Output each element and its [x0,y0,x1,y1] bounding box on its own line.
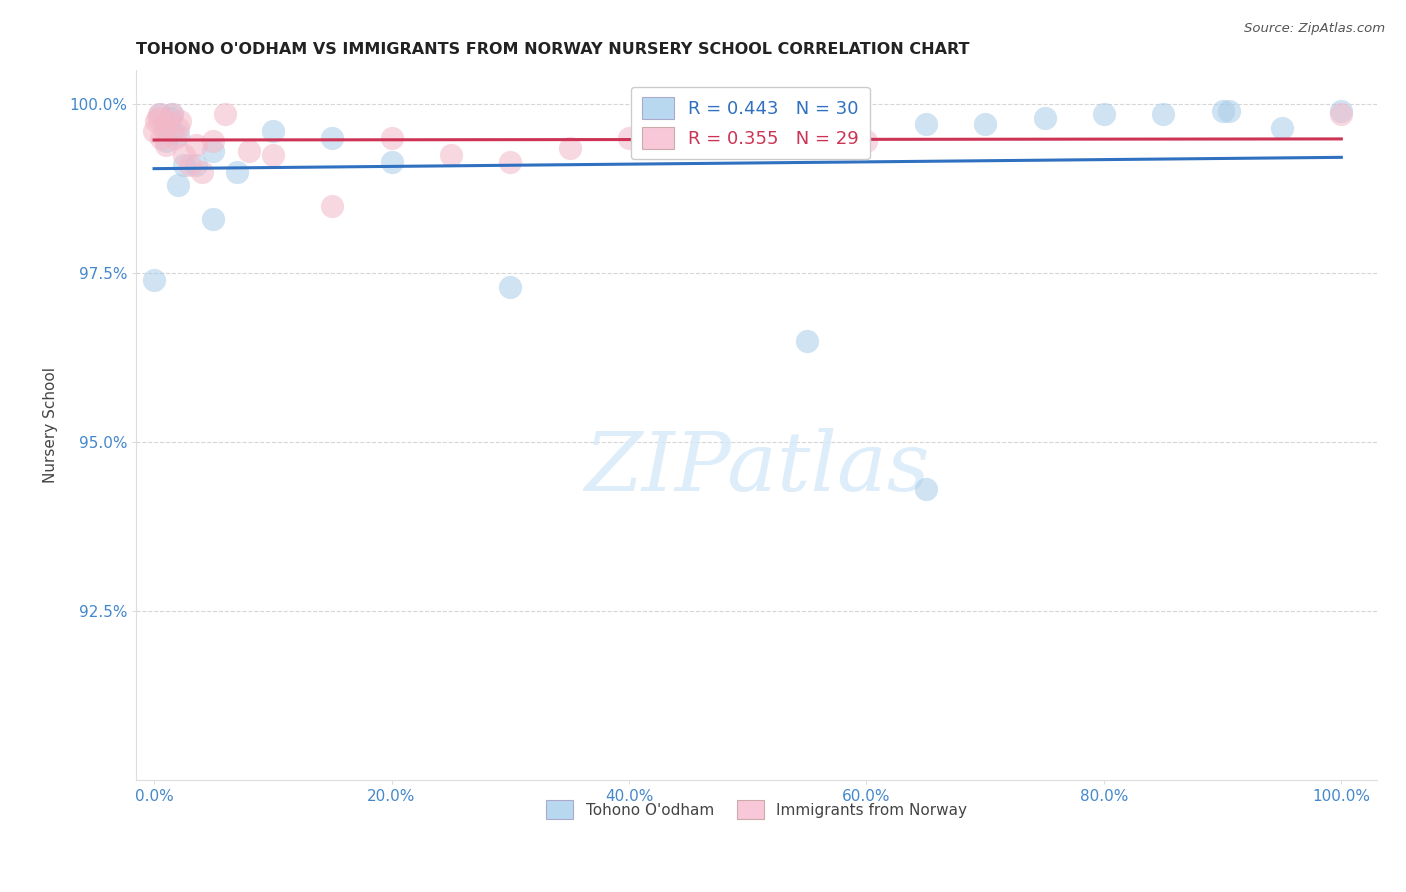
Point [974,118,997,132]
Point [160,124,183,138]
Point [855,134,877,148]
Point [321,198,343,212]
Point [737,131,759,145]
Point [155,137,177,152]
Point [173,158,195,172]
Point [1033,111,1056,125]
Point [226,165,249,179]
Point [149,107,172,121]
Point [143,124,166,138]
Y-axis label: Nursery School: Nursery School [44,367,58,483]
Point [796,118,818,132]
Point [202,212,225,227]
Point [166,128,188,142]
Point [143,273,166,287]
Point [152,120,174,135]
Point [150,131,173,145]
Point [1092,107,1115,121]
Point [157,114,180,128]
Point [238,145,260,159]
Point [190,165,212,179]
Point [499,154,522,169]
Point [155,118,177,132]
Point [169,114,191,128]
Point [380,154,402,169]
Point [914,118,936,132]
Point [262,148,284,162]
Point [184,137,207,152]
Point [202,145,225,159]
Point [184,158,207,172]
Text: ZIPatlas: ZIPatlas [583,427,929,508]
Point [914,482,936,496]
Point [166,178,188,193]
Point [179,158,201,172]
Point [1271,120,1294,135]
Legend: Tohono O'odham, Immigrants from Norway: Tohono O'odham, Immigrants from Norway [540,794,973,825]
Point [214,107,236,121]
Text: TOHONO O'ODHAM VS IMMIGRANTS FROM NORWAY NURSERY SCHOOL CORRELATION CHART: TOHONO O'ODHAM VS IMMIGRANTS FROM NORWAY… [136,42,970,57]
Point [262,124,284,138]
Point [380,131,402,145]
Point [796,334,818,348]
Point [166,120,188,135]
Point [159,111,181,125]
Point [202,134,225,148]
Point [321,131,343,145]
Point [165,131,187,145]
Text: Source: ZipAtlas.com: Source: ZipAtlas.com [1244,22,1385,36]
Point [146,111,169,125]
Point [148,107,170,121]
Point [1330,107,1353,121]
Point [440,148,463,162]
Point [160,107,183,121]
Point [617,131,640,145]
Point [499,279,522,293]
Point [558,141,581,155]
Point [155,134,177,148]
Point [145,114,167,128]
Point [1152,107,1174,121]
Point [1218,103,1240,118]
Point [173,148,195,162]
Point [1212,103,1234,118]
Point [1330,103,1353,118]
Point [160,107,183,121]
